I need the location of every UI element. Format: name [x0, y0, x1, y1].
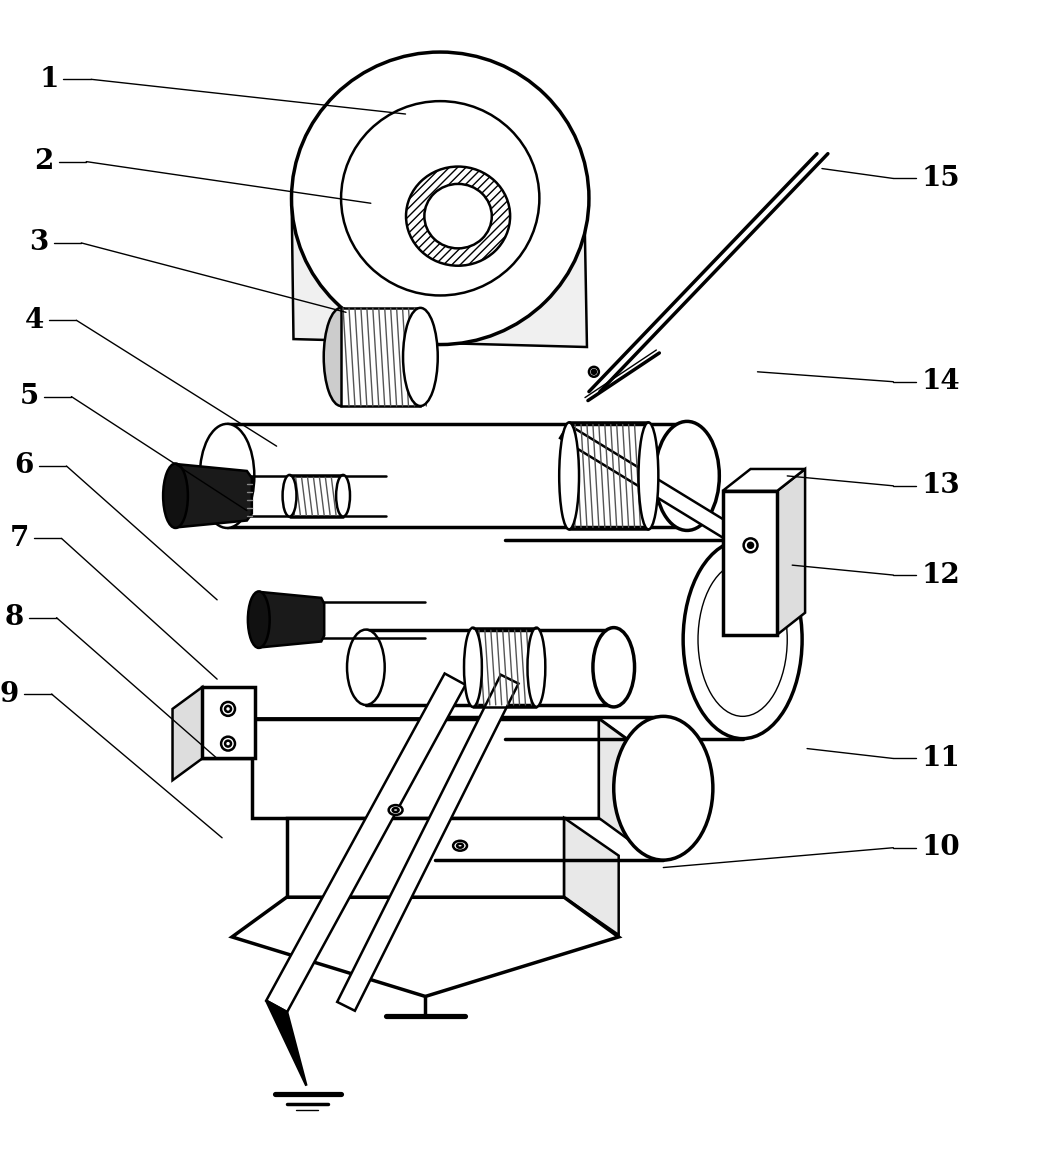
- Ellipse shape: [744, 539, 758, 552]
- Polygon shape: [286, 818, 564, 897]
- Ellipse shape: [221, 702, 235, 716]
- Ellipse shape: [403, 307, 438, 406]
- Polygon shape: [341, 307, 420, 406]
- Ellipse shape: [614, 716, 713, 860]
- Ellipse shape: [589, 367, 598, 377]
- Ellipse shape: [464, 627, 482, 707]
- Text: 8: 8: [4, 604, 24, 631]
- Text: 3: 3: [29, 229, 48, 256]
- Polygon shape: [598, 719, 653, 858]
- Polygon shape: [232, 897, 618, 996]
- Polygon shape: [252, 719, 598, 818]
- Polygon shape: [266, 1001, 306, 1086]
- Text: 13: 13: [921, 473, 960, 499]
- Text: 4: 4: [24, 307, 44, 334]
- Text: 11: 11: [921, 745, 960, 772]
- Polygon shape: [723, 469, 805, 491]
- Polygon shape: [723, 491, 778, 634]
- Ellipse shape: [592, 370, 596, 374]
- Polygon shape: [560, 425, 755, 552]
- Ellipse shape: [225, 740, 231, 746]
- Ellipse shape: [424, 184, 492, 248]
- Text: 10: 10: [921, 835, 960, 861]
- Ellipse shape: [527, 627, 545, 707]
- Polygon shape: [260, 592, 324, 647]
- Ellipse shape: [221, 737, 235, 751]
- Polygon shape: [202, 687, 255, 759]
- Text: 2: 2: [35, 148, 53, 175]
- Text: 6: 6: [15, 453, 34, 480]
- Ellipse shape: [593, 627, 634, 707]
- Polygon shape: [564, 818, 618, 935]
- Ellipse shape: [347, 630, 385, 705]
- Ellipse shape: [225, 705, 231, 712]
- Ellipse shape: [638, 423, 658, 530]
- Polygon shape: [778, 469, 805, 634]
- Ellipse shape: [683, 540, 802, 739]
- Polygon shape: [197, 719, 653, 759]
- Ellipse shape: [453, 840, 467, 851]
- Ellipse shape: [163, 463, 188, 528]
- Ellipse shape: [248, 591, 269, 648]
- Ellipse shape: [393, 808, 398, 812]
- Text: 5: 5: [20, 383, 39, 410]
- Polygon shape: [175, 464, 252, 527]
- Ellipse shape: [698, 562, 787, 716]
- Ellipse shape: [283, 475, 297, 517]
- Text: 7: 7: [9, 525, 28, 552]
- Polygon shape: [266, 674, 465, 1012]
- Ellipse shape: [336, 475, 350, 517]
- Ellipse shape: [341, 101, 540, 296]
- Ellipse shape: [560, 423, 580, 530]
- Polygon shape: [291, 184, 587, 347]
- Ellipse shape: [655, 421, 719, 531]
- Text: 9: 9: [0, 681, 19, 708]
- Ellipse shape: [748, 542, 754, 548]
- Ellipse shape: [457, 844, 463, 847]
- Text: 15: 15: [921, 165, 960, 192]
- Polygon shape: [337, 675, 519, 1010]
- Text: 14: 14: [921, 368, 960, 396]
- Ellipse shape: [324, 307, 358, 406]
- Text: 1: 1: [39, 66, 59, 93]
- Ellipse shape: [291, 52, 589, 345]
- Ellipse shape: [406, 166, 510, 265]
- Polygon shape: [173, 687, 202, 780]
- Ellipse shape: [389, 805, 402, 815]
- Text: 12: 12: [921, 561, 960, 589]
- Ellipse shape: [200, 424, 255, 528]
